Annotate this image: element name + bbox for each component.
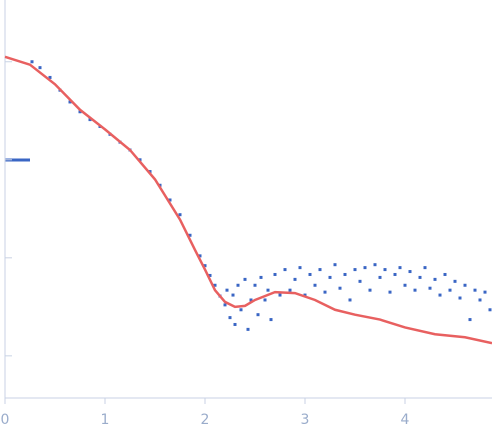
data-point xyxy=(256,313,260,317)
data-point xyxy=(418,275,422,279)
data-point xyxy=(239,308,243,312)
data-point xyxy=(343,272,347,276)
data-point xyxy=(423,266,427,270)
data-point xyxy=(453,279,457,283)
data-point xyxy=(228,316,232,320)
data-point xyxy=(373,263,377,267)
data-point xyxy=(463,283,467,287)
data-point xyxy=(48,75,52,79)
data-point xyxy=(313,283,317,287)
data-point xyxy=(208,273,212,277)
data-point xyxy=(68,100,72,104)
data-point xyxy=(393,272,397,276)
data-point xyxy=(458,296,462,300)
data-point xyxy=(88,118,92,122)
data-point xyxy=(138,158,142,162)
data-point xyxy=(468,318,472,322)
data-point xyxy=(363,266,367,270)
data-point xyxy=(236,283,240,287)
data-point xyxy=(178,213,182,217)
data-point xyxy=(213,283,217,287)
data-point xyxy=(403,283,407,287)
data-point xyxy=(398,266,402,270)
data-point xyxy=(223,303,227,307)
data-point xyxy=(38,66,42,70)
data-point xyxy=(298,266,302,270)
x-tick-label: 1 xyxy=(101,412,110,428)
data-point xyxy=(333,263,337,267)
data-point xyxy=(168,198,172,202)
data-point xyxy=(269,318,273,322)
data-point xyxy=(293,277,297,281)
data-point xyxy=(288,288,292,292)
data-point xyxy=(188,233,192,237)
data-point xyxy=(328,275,332,279)
x-tick-label: 2 xyxy=(201,412,210,428)
data-point xyxy=(318,268,322,272)
data-point xyxy=(433,277,437,281)
data-point xyxy=(438,293,442,297)
data-point xyxy=(383,268,387,272)
data-point xyxy=(303,293,307,297)
data-point xyxy=(259,275,263,279)
data-point xyxy=(443,272,447,276)
data-point xyxy=(148,170,152,174)
data-point xyxy=(368,288,372,292)
x-tick-label: 4 xyxy=(401,412,410,428)
data-point xyxy=(283,268,287,272)
data-point xyxy=(413,288,417,292)
data-point xyxy=(323,290,327,294)
x-tick-label: 0 xyxy=(1,412,10,428)
data-point xyxy=(233,322,237,326)
data-point xyxy=(203,264,207,268)
data-point xyxy=(308,272,312,276)
data-point xyxy=(378,275,382,279)
data-point xyxy=(408,270,412,274)
data-point xyxy=(478,298,482,302)
data-point xyxy=(225,288,229,292)
data-point xyxy=(263,298,267,302)
data-point xyxy=(448,288,452,292)
data-point xyxy=(266,288,270,292)
data-point xyxy=(278,293,282,297)
data-point xyxy=(473,288,477,292)
data-point xyxy=(253,283,257,287)
data-point xyxy=(249,298,253,302)
data-point xyxy=(488,308,492,312)
data-point xyxy=(246,327,250,331)
data-point xyxy=(231,293,235,297)
data-point xyxy=(198,254,202,258)
data-point xyxy=(358,279,362,283)
data-point xyxy=(78,110,82,114)
data-point xyxy=(30,60,34,64)
data-point xyxy=(353,268,357,272)
data-point xyxy=(273,272,277,276)
fit-line xyxy=(4,55,492,345)
data-point xyxy=(388,290,392,294)
data-point xyxy=(483,290,487,294)
x-tick-label: 3 xyxy=(301,412,310,428)
data-point xyxy=(348,298,352,302)
data-point xyxy=(338,286,342,290)
data-point xyxy=(243,277,247,281)
data-point xyxy=(428,286,432,290)
